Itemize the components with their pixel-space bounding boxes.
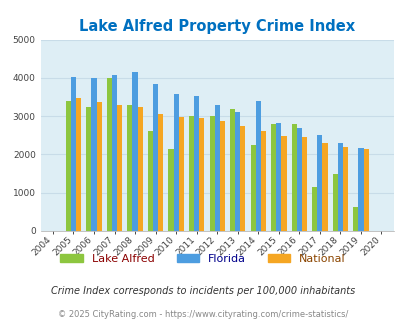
Bar [194, 96, 199, 231]
Bar [311, 187, 317, 231]
Bar [260, 131, 265, 231]
Bar [230, 109, 234, 231]
Bar [342, 147, 347, 231]
Bar [362, 149, 368, 231]
Bar [112, 75, 117, 231]
Bar [317, 135, 322, 231]
Bar [209, 116, 214, 231]
Bar [76, 98, 81, 231]
Bar [66, 101, 71, 231]
Bar [255, 101, 260, 231]
Bar [96, 102, 101, 231]
Bar [358, 148, 362, 231]
Bar [199, 118, 204, 231]
Bar [219, 121, 224, 231]
Bar [178, 117, 183, 231]
Bar [337, 143, 342, 231]
Bar [158, 114, 163, 231]
Bar [188, 116, 194, 231]
Legend: Lake Alfred, Florida, National: Lake Alfred, Florida, National [56, 249, 349, 268]
Text: Crime Index corresponds to incidents per 100,000 inhabitants: Crime Index corresponds to incidents per… [51, 286, 354, 296]
Bar [234, 112, 240, 231]
Bar [168, 149, 173, 231]
Bar [91, 78, 96, 231]
Bar [291, 124, 296, 231]
Bar [275, 123, 281, 231]
Bar [107, 78, 112, 231]
Bar [71, 77, 76, 231]
Bar [352, 207, 358, 231]
Title: Lake Alfred Property Crime Index: Lake Alfred Property Crime Index [79, 19, 354, 34]
Bar [301, 137, 306, 231]
Bar [137, 107, 143, 231]
Bar [332, 174, 337, 231]
Bar [214, 105, 219, 231]
Bar [296, 128, 301, 231]
Bar [240, 126, 245, 231]
Bar [132, 72, 137, 231]
Bar [281, 136, 286, 231]
Bar [250, 145, 255, 231]
Bar [322, 143, 327, 231]
Bar [153, 83, 158, 231]
Bar [117, 106, 122, 231]
Bar [271, 124, 275, 231]
Bar [173, 94, 178, 231]
Text: © 2025 CityRating.com - https://www.cityrating.com/crime-statistics/: © 2025 CityRating.com - https://www.city… [58, 310, 347, 319]
Bar [147, 131, 153, 231]
Bar [127, 105, 132, 231]
Bar [86, 107, 91, 231]
